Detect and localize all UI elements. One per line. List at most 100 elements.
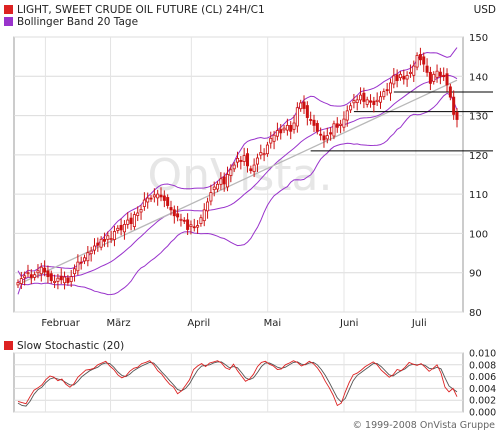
candle-body xyxy=(279,129,283,134)
candle-body xyxy=(282,127,286,131)
candle-body xyxy=(312,119,316,126)
candle-body xyxy=(139,209,143,213)
candle-body xyxy=(119,224,123,231)
candle-body xyxy=(33,274,37,278)
candle-body xyxy=(309,119,313,121)
candle-body xyxy=(146,197,150,203)
y-tick-label: 130 xyxy=(469,112,488,123)
candle-body xyxy=(435,70,439,78)
candle-body xyxy=(402,75,406,80)
candle-body xyxy=(385,89,389,92)
candle-body xyxy=(422,56,426,65)
candle-body xyxy=(73,268,77,275)
stochastic-title: Slow Stochastic (20) xyxy=(17,340,125,352)
stochastic-tick-label: 0.006 xyxy=(469,372,496,383)
candle-body xyxy=(319,133,323,136)
candle-body xyxy=(448,86,452,98)
candle-body xyxy=(382,91,386,98)
candle-body xyxy=(83,257,87,262)
stochastic-plot-area xyxy=(13,352,464,413)
y-tick-label: 110 xyxy=(469,190,488,201)
candle-body xyxy=(226,174,230,188)
candle-body xyxy=(162,195,166,201)
stochastic-tick-label: 0.010 xyxy=(469,349,496,360)
copyright-text: © 1999-2008 OnVista Gruppe xyxy=(352,420,495,431)
candle-body xyxy=(372,100,376,105)
candle-body xyxy=(16,282,20,286)
candle-body xyxy=(166,197,170,206)
candle-body xyxy=(335,123,339,128)
candle-body xyxy=(259,152,263,156)
stochastic-tick-label: 0.008 xyxy=(469,360,496,371)
y-tick-label: 80 xyxy=(469,308,482,319)
candle-body xyxy=(129,217,133,225)
candle-body xyxy=(96,242,100,246)
candle-body xyxy=(375,99,379,103)
candle-body xyxy=(329,132,333,135)
candle-body xyxy=(59,275,63,281)
candle-body xyxy=(222,176,226,185)
candle-body xyxy=(86,252,90,262)
y-tick-label: 90 xyxy=(469,269,482,280)
candle-body xyxy=(452,96,456,115)
candle-body xyxy=(43,267,47,273)
candle-body xyxy=(398,73,402,79)
y-tick-label: 100 xyxy=(469,229,488,240)
candle-body xyxy=(412,65,416,76)
band-swatch xyxy=(4,17,13,26)
candle-body xyxy=(252,164,256,172)
candle-body xyxy=(299,102,303,110)
candle-body xyxy=(196,225,200,228)
candle-body xyxy=(149,197,153,200)
candle-body xyxy=(92,245,96,251)
candle-body xyxy=(438,71,442,77)
currency-label: USD xyxy=(473,4,496,16)
candle-body xyxy=(216,183,220,190)
candle-body xyxy=(39,266,43,275)
candle-body xyxy=(432,73,436,82)
x-tick-label: März xyxy=(107,318,131,329)
candle-body xyxy=(69,276,73,282)
bollinger-lower-line xyxy=(17,92,458,296)
candle-body xyxy=(49,273,53,281)
x-tick-label: Mai xyxy=(264,318,282,329)
y-tick-label: 150 xyxy=(469,33,488,44)
stochastic-line xyxy=(17,360,458,407)
candle-body xyxy=(365,99,369,105)
watermark-text: OnVista. xyxy=(147,150,332,201)
candle-body xyxy=(106,235,110,240)
candle-body xyxy=(212,186,216,191)
stochastic-tick-label: 0.000 xyxy=(469,408,496,419)
legend-item-band: Bollinger Band 20 Tage xyxy=(4,16,138,28)
candle-body xyxy=(339,123,343,126)
series-label: LIGHT, SWEET CRUDE OIL FUTURE (CL) 24H/C… xyxy=(17,4,265,16)
candle-body xyxy=(255,157,259,165)
candle-body xyxy=(172,209,176,217)
x-tick-label: Juni xyxy=(339,318,358,329)
candle-body xyxy=(202,209,206,222)
candle-body xyxy=(102,238,106,242)
legend-item-series: LIGHT, SWEET CRUDE OIL FUTURE (CL) 24H/C… xyxy=(4,4,265,16)
candle-body xyxy=(428,71,432,84)
x-tick-label: April xyxy=(187,318,210,329)
candle-body xyxy=(66,277,70,283)
candle-body xyxy=(219,178,223,185)
candle-body xyxy=(355,99,359,104)
candle-body xyxy=(272,134,276,142)
candle-body xyxy=(29,274,33,278)
candle-body xyxy=(63,276,67,284)
candle-body xyxy=(349,105,353,111)
candle-body xyxy=(132,214,136,227)
candle-body xyxy=(242,155,246,162)
candle-body xyxy=(169,207,173,211)
candle-body xyxy=(206,201,210,212)
candle-body xyxy=(352,100,356,104)
candle-body xyxy=(229,169,233,176)
candle-body xyxy=(26,272,30,275)
candle-body xyxy=(249,168,253,171)
candle-body xyxy=(395,74,399,82)
candle-body xyxy=(112,231,116,240)
candle-body xyxy=(362,92,366,102)
